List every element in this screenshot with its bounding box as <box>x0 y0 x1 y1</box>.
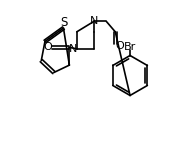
Text: O: O <box>43 42 52 52</box>
Text: O: O <box>115 41 124 51</box>
Text: S: S <box>60 16 68 29</box>
Text: N: N <box>90 16 98 26</box>
Text: N: N <box>69 44 77 54</box>
Text: Br: Br <box>124 42 136 52</box>
